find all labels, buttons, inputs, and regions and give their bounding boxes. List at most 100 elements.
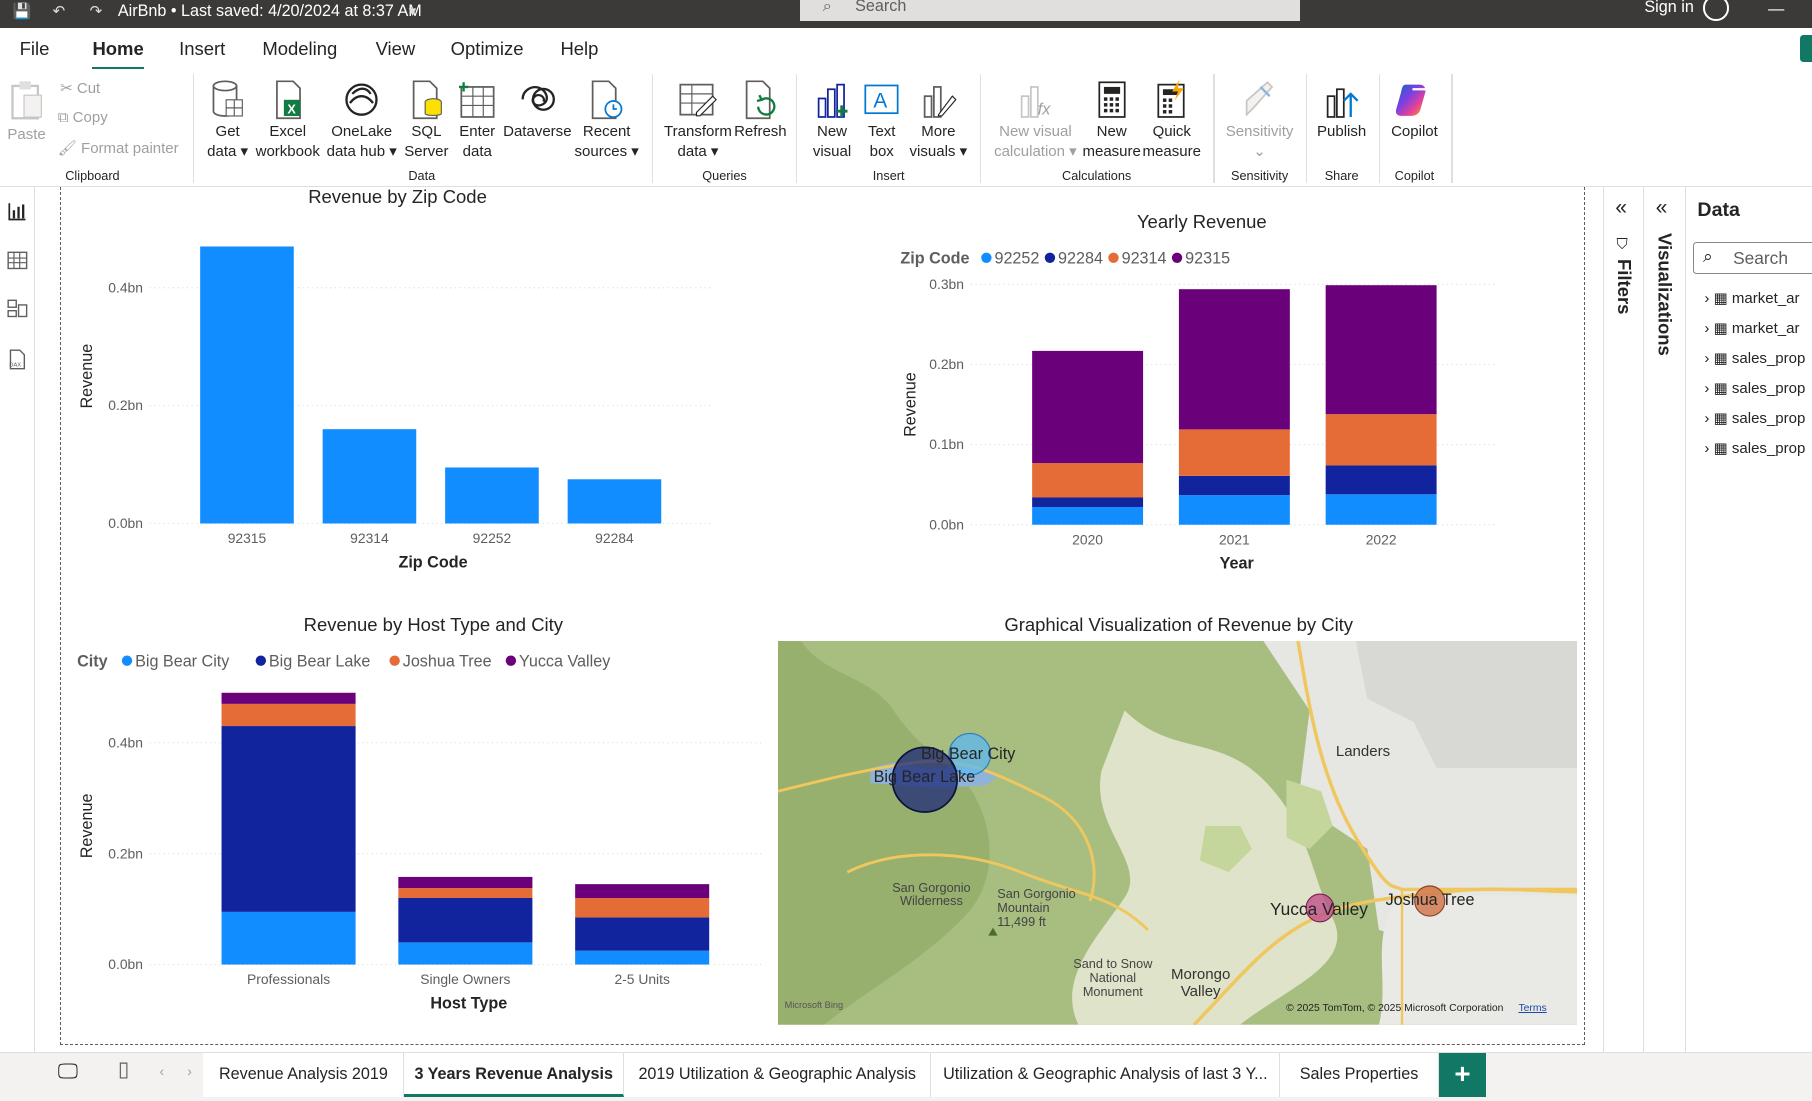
tab-3-years-revenue[interactable]: 3 Years Revenue Analysis (404, 1052, 625, 1097)
revenue-by-city-map[interactable]: Big Bear City Big Bear Lake Yucca Valley… (777, 641, 1578, 1025)
transform-icon (661, 76, 735, 122)
table-view-icon[interactable] (7, 250, 28, 271)
table-icon: ▦ (1713, 289, 1728, 307)
ribbon-separator (192, 73, 195, 183)
search-box[interactable]: ⌕ Search (799, 0, 1301, 21)
stacked-bar-segment (1031, 350, 1143, 463)
revenue-by-zip-chart[interactable]: 0.0bn 0.2bn 0.4bn Revenue 92315 92314 92252 922… (69, 208, 728, 584)
menu-modeling[interactable]: Modeling (262, 38, 338, 60)
dax-query-view-icon[interactable]: DAX (7, 349, 28, 370)
recent-sources-button[interactable]: Recent sources ▾ (573, 76, 640, 162)
excel-workbook-button[interactable]: X Excel workbook (253, 76, 322, 162)
add-page-button[interactable]: + (1438, 1052, 1487, 1097)
chevron-down-icon[interactable]: ▾ (408, 3, 417, 21)
new-visual-button[interactable]: New visual (807, 76, 858, 162)
cut-button[interactable]: ✂ Cut (60, 79, 100, 97)
x-tick-label: 2020 (1072, 531, 1103, 547)
enter-data-button[interactable]: Enter data (454, 76, 500, 162)
legend-title: City (77, 653, 108, 671)
data-search-input[interactable]: ⌕ Search (1692, 241, 1812, 274)
menu-view[interactable]: View (375, 38, 416, 60)
next-page-icon[interactable]: › (187, 1062, 192, 1079)
data-table-item[interactable]: › ▦ market_ar (1704, 289, 1799, 307)
data-table-item[interactable]: › ▦ sales_prop (1704, 439, 1805, 457)
sensitivity-icon (1221, 76, 1297, 122)
table-icon: ▦ (1713, 410, 1728, 428)
sensitivity-button[interactable]: Sensitivity ⌄ (1221, 76, 1297, 162)
new-visual-calculation-button[interactable]: fx New visual calculation ▾ (989, 76, 1081, 162)
report-view-icon[interactable] (7, 201, 28, 222)
visualizations-pane[interactable]: « Visualizations (1643, 187, 1685, 1052)
sign-in-link[interactable]: Sign in (1644, 0, 1694, 16)
ribbon-separator (1213, 73, 1215, 183)
paste-button[interactable]: Paste (7, 76, 46, 144)
undo-icon[interactable]: ↶ (52, 3, 66, 21)
tab-2019-utilization[interactable]: 2019 Utilization & Geographic Analysis (624, 1052, 932, 1097)
legend-item: Big Bear Lake (269, 653, 371, 671)
new-measure-button[interactable]: New measure (1082, 76, 1142, 162)
data-table-item[interactable]: › ▦ sales_prop (1704, 349, 1805, 367)
copy-label: Copy (72, 108, 108, 126)
database-icon (202, 76, 253, 122)
data-table-name: market_ar (1731, 289, 1800, 307)
text-box-button[interactable]: A Text box (860, 76, 904, 162)
excel-icon: X (253, 76, 322, 122)
y-tick-label: 0.4bn (109, 735, 144, 751)
stacked-bar-segment (1325, 285, 1437, 415)
publish-button[interactable]: Publish (1313, 76, 1371, 142)
copy-button[interactable]: ⧉ Copy (58, 109, 108, 127)
refresh-button[interactable]: Refresh (733, 76, 788, 142)
format-painter-button[interactable]: 🖌 Format painter (58, 139, 179, 157)
ribbon-separator (1451, 73, 1453, 183)
menu-file[interactable]: File (19, 38, 50, 60)
menu-home[interactable]: Home (92, 38, 145, 71)
redo-icon[interactable]: ↷ (89, 3, 103, 21)
tab-utilization-last-3-years[interactable]: Utilization & Geographic Analysis of las… (931, 1052, 1281, 1097)
desktop-layout-icon[interactable]: 🖵 (57, 1059, 78, 1083)
collapse-chevron-icon[interactable]: « (1615, 196, 1627, 220)
prev-page-icon[interactable]: ‹ (159, 1062, 165, 1079)
stacked-bar-segment (1031, 507, 1143, 525)
title-bar: 💾 ↶ ↷ AirBnb • Last saved: 4/20/2024 at … (0, 0, 1812, 28)
avatar-icon[interactable] (1703, 0, 1729, 21)
map-terms-link[interactable]: Terms (1518, 1003, 1547, 1015)
menu-insert[interactable]: Insert (179, 38, 226, 60)
sql-server-button[interactable]: SQL Server (401, 76, 452, 162)
collapse-chevron-icon[interactable]: « (1655, 196, 1668, 220)
more-visuals-label-2: visuals (909, 143, 956, 161)
map-label-big-bear-city: Big Bear City (921, 745, 1016, 764)
visualizations-label: Visualizations (1654, 233, 1676, 357)
transform-data-button[interactable]: Transform data ▾ (661, 76, 735, 162)
tab-sales-properties[interactable]: Sales Properties (1280, 1052, 1439, 1097)
minimize-icon[interactable]: — (1768, 0, 1785, 18)
save-icon[interactable]: 💾 (12, 3, 32, 21)
copilot-button[interactable]: Copilot (1384, 76, 1444, 142)
mobile-layout-icon[interactable]: ▯ (117, 1058, 130, 1082)
calculations-group-label: Calculations (1062, 167, 1132, 183)
legend-marker (980, 252, 992, 263)
filters-pane[interactable]: « ⛉ Filters (1602, 187, 1644, 1052)
revenue-by-host-type-chart[interactable]: 0.0bn 0.2bn 0.4bn Revenue Professionals Singl… (69, 641, 774, 1017)
y-axis-label: Revenue (78, 344, 96, 409)
bar (567, 479, 662, 524)
model-view-icon[interactable] (7, 298, 28, 319)
svg-text:A: A (874, 89, 888, 112)
yearly-revenue-chart[interactable]: 0.0bn 0.1bn 0.2bn 0.3bn Revenue 2020 2021 2022 Y… (890, 237, 1514, 584)
onelake-button[interactable]: OneLake data hub ▾ (325, 76, 399, 162)
dataverse-button[interactable]: Dataverse (502, 76, 574, 142)
quick-measure-button[interactable]: Quick measure (1142, 76, 1202, 162)
data-table-item[interactable]: › ▦ sales_prop (1704, 409, 1805, 427)
document-title[interactable]: AirBnb • Last saved: 4/20/2024 at 8:37 A… (117, 2, 422, 21)
stacked-bar-segment (221, 704, 356, 727)
stacked-bar-segment (398, 942, 533, 965)
tab-revenue-analysis-2019[interactable]: Revenue Analysis 2019 (203, 1052, 405, 1097)
filter-icon: ⛉ (1616, 235, 1628, 253)
account-badge[interactable] (1800, 34, 1812, 63)
quick-measure-icon (1142, 76, 1202, 122)
data-table-item[interactable]: › ▦ market_ar (1704, 319, 1799, 337)
get-data-button[interactable]: Get data ▾ (202, 76, 253, 162)
data-table-item[interactable]: › ▦ sales_prop (1704, 379, 1805, 397)
more-visuals-button[interactable]: More visuals ▾ (906, 76, 971, 162)
menu-help[interactable]: Help (560, 38, 599, 60)
menu-optimize[interactable]: Optimize (450, 38, 524, 60)
